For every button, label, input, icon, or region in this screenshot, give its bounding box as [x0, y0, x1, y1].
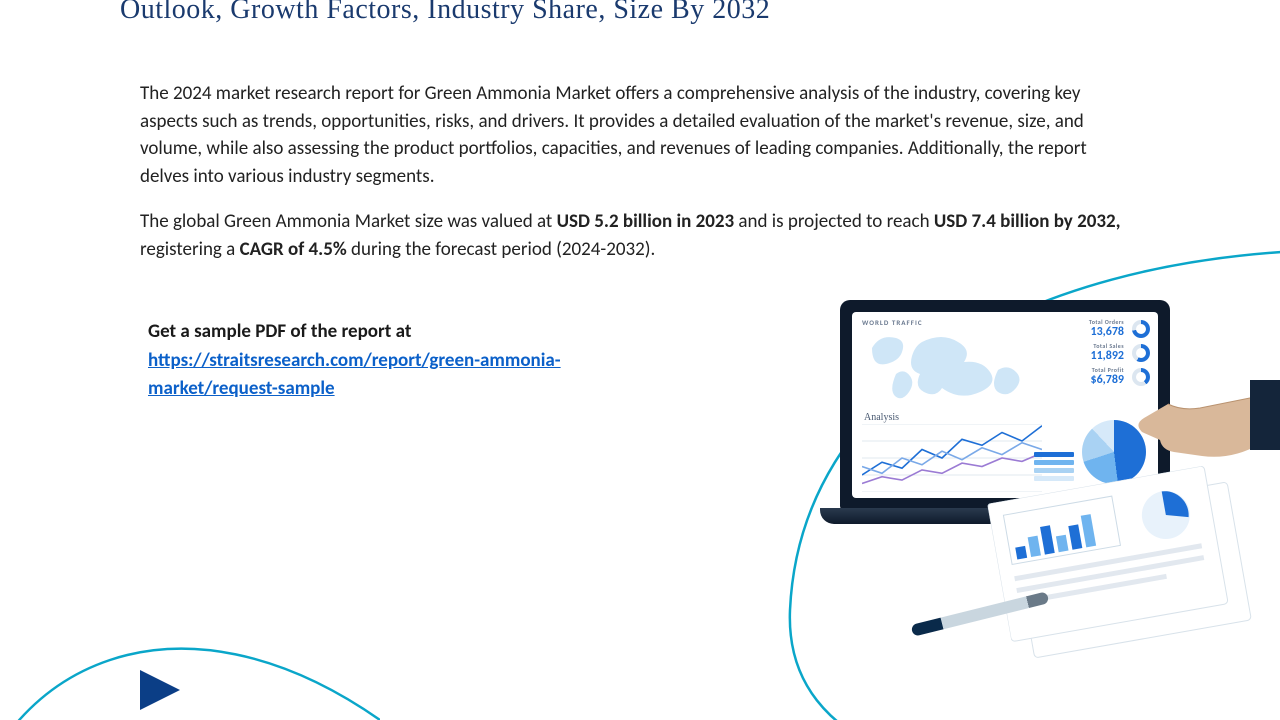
stat-row: Total Orders13,678	[1040, 318, 1150, 338]
logo-icon	[140, 670, 180, 710]
pie-legend	[1034, 449, 1074, 484]
body-copy: The 2024 market research report for Gree…	[140, 80, 1140, 281]
world-map-icon	[862, 328, 1027, 408]
pie-legend-swatch	[1034, 460, 1074, 465]
value-2032: USD 7.4 billion by 2032,	[934, 210, 1121, 233]
laptop-screen: WORLD TRAFFIC Total Orders13,678 Total Sa…	[840, 300, 1170, 510]
decorative-curve-left	[0, 520, 380, 720]
stat-row: Total Sales11,892	[1040, 342, 1150, 362]
stat-value: 11,892	[1040, 350, 1124, 362]
stat-value: 13,678	[1040, 326, 1124, 338]
market-size-paragraph: The global Green Ammonia Market size was…	[140, 208, 1140, 263]
sample-pdf-link[interactable]: https://straitsresearch.com/report/green…	[148, 349, 561, 401]
pie-legend-swatch	[1034, 452, 1074, 457]
sample-pdf-cta: Get a sample PDF of the report at https:…	[148, 318, 638, 404]
page-title: Outlook, Growth Factors, Industry Share,…	[120, 0, 770, 26]
cagr-value: CAGR of 4.5%	[240, 238, 347, 261]
line-chart	[862, 424, 1042, 492]
laptop-graphic: WORLD TRAFFIC Total Orders13,678 Total Sa…	[820, 300, 1210, 580]
hand-pointing-icon	[1130, 360, 1280, 470]
dashboard: WORLD TRAFFIC Total Orders13,678 Total Sa…	[852, 312, 1158, 498]
analysis-label: Analysis	[864, 412, 899, 423]
stat-value: $6,789	[1040, 374, 1124, 386]
world-traffic-label: WORLD TRAFFIC	[862, 318, 923, 327]
pie-legend-swatch	[1034, 468, 1074, 473]
value-2023: USD 5.2 billion in 2023	[557, 210, 735, 233]
page: Outlook, Growth Factors, Industry Share,…	[0, 0, 1280, 720]
intro-paragraph: The 2024 market research report for Gree…	[140, 80, 1140, 190]
stat-donut-icon	[1132, 320, 1150, 338]
pie-legend-swatch	[1034, 476, 1074, 481]
